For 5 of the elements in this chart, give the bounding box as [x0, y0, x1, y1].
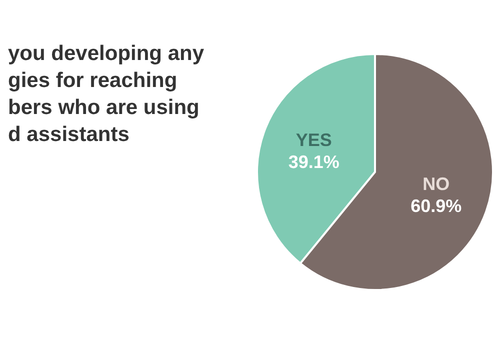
slice-label: NO — [422, 174, 450, 194]
data-label: 60.9% — [410, 196, 462, 216]
data-label: 39.1% — [288, 152, 340, 172]
text: you developing any gies for reaching bers who are using d assistants — [8, 42, 204, 146]
slice-label: YES — [296, 130, 332, 150]
